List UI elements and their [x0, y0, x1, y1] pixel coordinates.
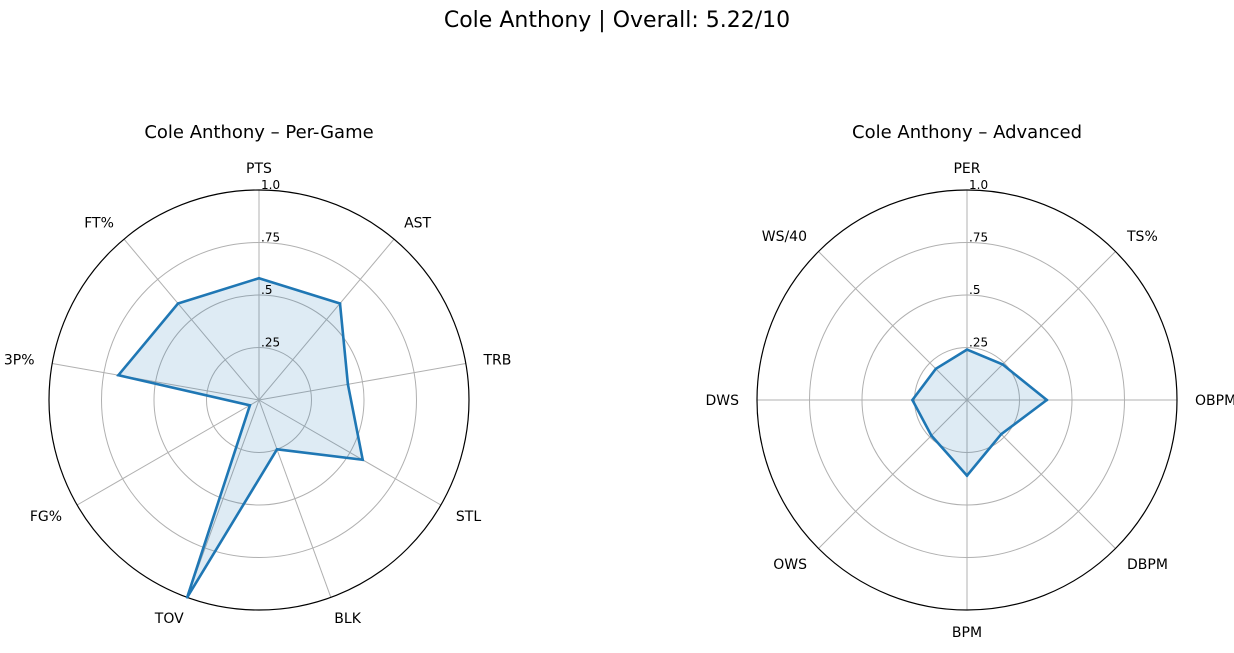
axis-label-ts-pct: TS%: [1126, 229, 1158, 245]
data-point-ast: [338, 302, 342, 305]
spoke-blk: [258, 399, 332, 598]
axis-label-blk: BLK: [334, 611, 361, 627]
axis-label-dbpm: DBPM: [1127, 557, 1168, 573]
data-point-3p-pct: [117, 373, 120, 377]
spoke-dbpm: [966, 399, 1116, 549]
radial-tick-label: 1.0: [261, 178, 280, 192]
spoke-3p-pct: [52, 363, 260, 401]
polar-frame-advanced: [756, 189, 1178, 611]
series-fill-advanced: [912, 349, 1047, 476]
axis-label-dws: DWS: [705, 393, 739, 409]
chart-title-per-game: Cole Anthony – Per-Game: [144, 122, 373, 143]
data-point-bpm: [965, 474, 969, 477]
data-point-stl: [361, 458, 365, 462]
axis-label-pts: PTS: [246, 161, 272, 177]
radial-tick-label: .25: [261, 336, 280, 350]
series-line-per-game: [116, 276, 365, 598]
data-point-ows: [930, 434, 933, 437]
axis-label-tov: TOV: [154, 611, 184, 627]
radial-tick-label: .75: [261, 231, 280, 245]
axis-label-ast: AST: [404, 215, 431, 231]
axis-label-stl: STL: [456, 509, 481, 525]
axis-label-per: PER: [953, 161, 980, 177]
data-point-ts-pct: [1001, 363, 1004, 366]
data-point-dbpm: [999, 432, 1003, 436]
spoke-ft-pct: [123, 238, 260, 401]
axis-label-obpm: OBPM: [1195, 393, 1234, 409]
data-point-fg-pct: [248, 404, 252, 407]
polar-frame-per-game: [48, 189, 470, 611]
figure-title: Cole Anthony | Overall: 5.22/10: [443, 8, 791, 33]
axis-label-bpm: BPM: [952, 625, 982, 641]
radial-tick-label: .5: [969, 283, 980, 297]
axis-label-ows: OWS: [773, 557, 807, 573]
data-point-per: [965, 348, 969, 351]
data-point-tov: [185, 596, 189, 599]
spoke-ws-per-40: [818, 251, 968, 401]
radial-tick-label: .75: [969, 231, 988, 245]
chart-title-advanced: Cole Anthony – Advanced: [852, 122, 1082, 143]
data-point-ws-per-40: [934, 367, 938, 371]
axis-label-ws-per-40: WS/40: [762, 229, 807, 245]
radial-tick-label: .25: [969, 336, 988, 350]
spoke-ows: [818, 399, 968, 549]
axis-label-ft-pct: FT%: [84, 215, 114, 231]
data-point-ft-pct: [176, 302, 180, 305]
radial-tick-label: .5: [261, 283, 272, 297]
axis-label-trb: TRB: [483, 353, 512, 369]
data-point-pts: [257, 276, 261, 280]
data-point-blk: [275, 448, 279, 451]
data-point-dws: [911, 398, 914, 402]
spoke-ts-pct: [966, 251, 1116, 401]
spoke-ast: [258, 238, 395, 401]
data-point-obpm: [1045, 398, 1049, 402]
spoke-trb: [258, 363, 466, 401]
axis-label-fg-pct: FG%: [30, 509, 62, 525]
axis-label-3p-pct: 3P%: [4, 353, 35, 369]
radial-tick-label: 1.0: [969, 178, 988, 192]
data-point-trb: [346, 383, 350, 386]
spoke-fg-pct: [76, 399, 260, 506]
spoke-stl: [258, 399, 442, 506]
